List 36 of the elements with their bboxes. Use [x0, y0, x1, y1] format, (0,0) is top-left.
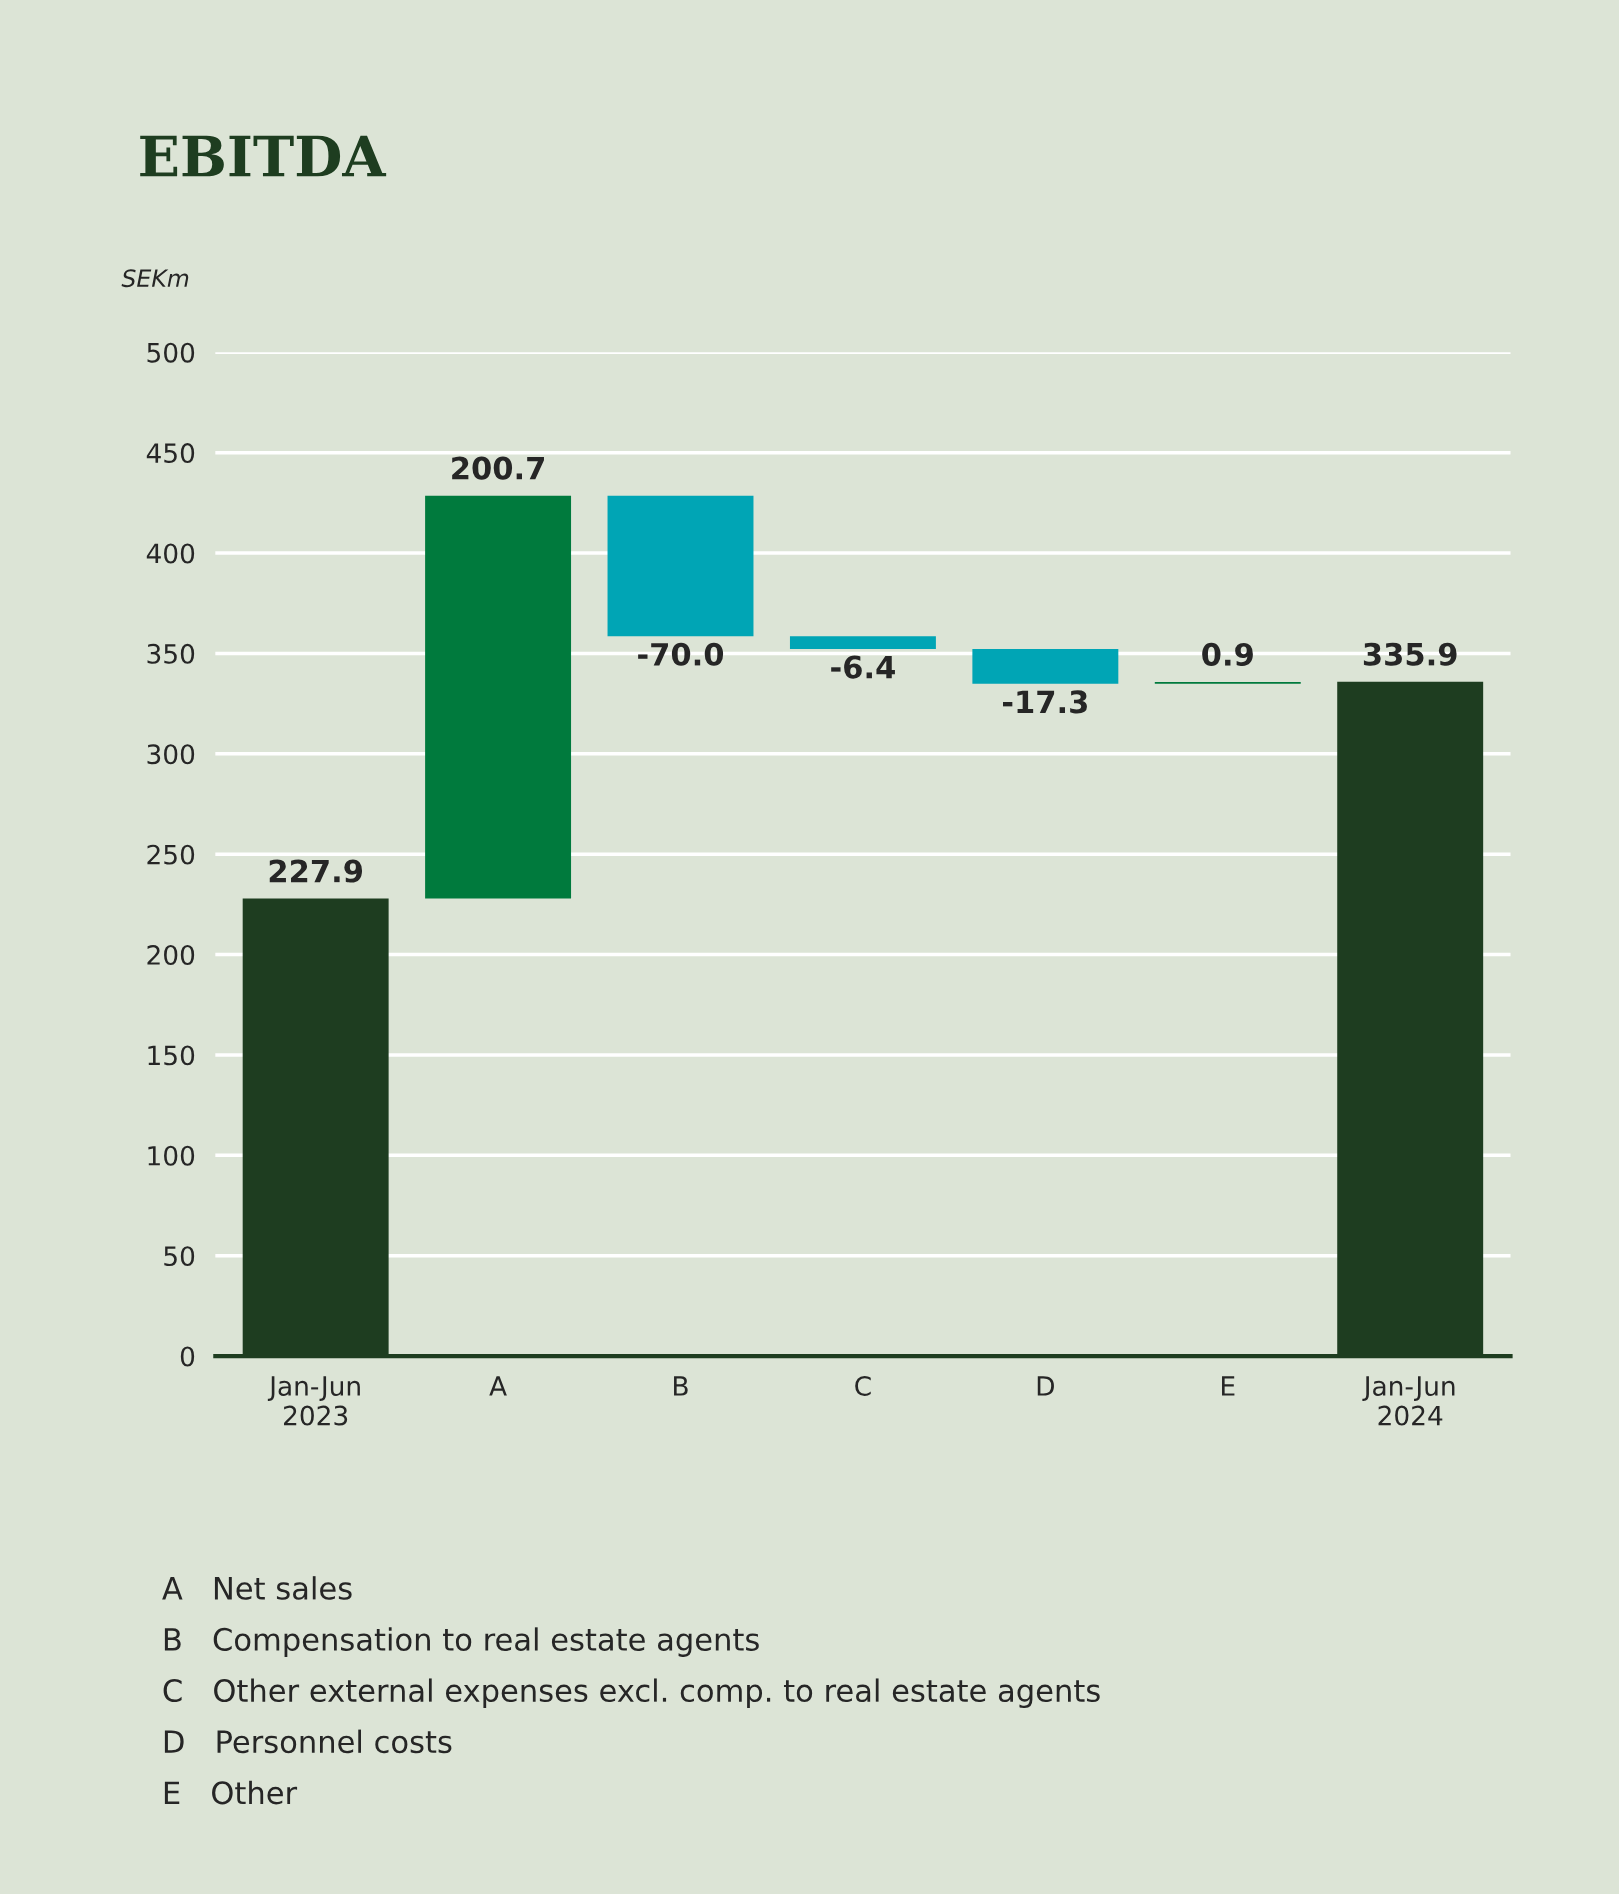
text: D Personnel costs [164, 1729, 452, 1754]
data-label: 0.9 [1202, 642, 1253, 666]
data-label: -17.3 [1002, 690, 1087, 714]
y-tick-label: 450 [146, 443, 195, 464]
y-tick-label: 200 [147, 945, 195, 965]
y-tick-label: 150 [148, 1045, 195, 1066]
x-tick-label: E [1222, 1376, 1235, 1396]
data-label: 200.7 [452, 456, 544, 480]
y-tick-label: 100 [148, 1145, 195, 1166]
text: A Net sales [162, 1576, 352, 1600]
chart-title: EBITDA [140, 135, 387, 177]
y-tick-label: 250 [147, 844, 195, 865]
bar [972, 649, 1119, 684]
y-tick-label: 500 [147, 342, 195, 363]
x-tick-label: Jan-Jun 2024 [1362, 1376, 1455, 1426]
text: C Other external expenses excl. comp. to real estate agents [163, 1678, 1100, 1709]
bar [425, 495, 572, 899]
y-tick-label: 400 [146, 543, 195, 564]
x-tick-label: C [855, 1376, 871, 1396]
y-tick-label: 300 [147, 744, 195, 765]
y-tick-label: 350 [147, 643, 195, 664]
text: E Other [164, 1780, 298, 1805]
y-tick-label: 0 [180, 1346, 195, 1367]
x-tick-label: D [1037, 1376, 1054, 1396]
data-label: 335.9 [1363, 642, 1457, 666]
y-tick-label: 50 [164, 1246, 195, 1267]
bar [607, 495, 754, 637]
bar [789, 636, 936, 650]
data-label: -6.4 [831, 655, 895, 679]
x-tick-label: A [489, 1376, 507, 1396]
x-tick-label: B [674, 1376, 688, 1396]
data-label: -70.0 [638, 642, 724, 666]
x-tick-label: Jan-Jun 2023 [267, 1376, 360, 1426]
text: B Compensation to real estate agents [164, 1627, 759, 1657]
y-axis-title: SEKm [121, 269, 189, 288]
data-label: 227.9 [269, 859, 363, 883]
